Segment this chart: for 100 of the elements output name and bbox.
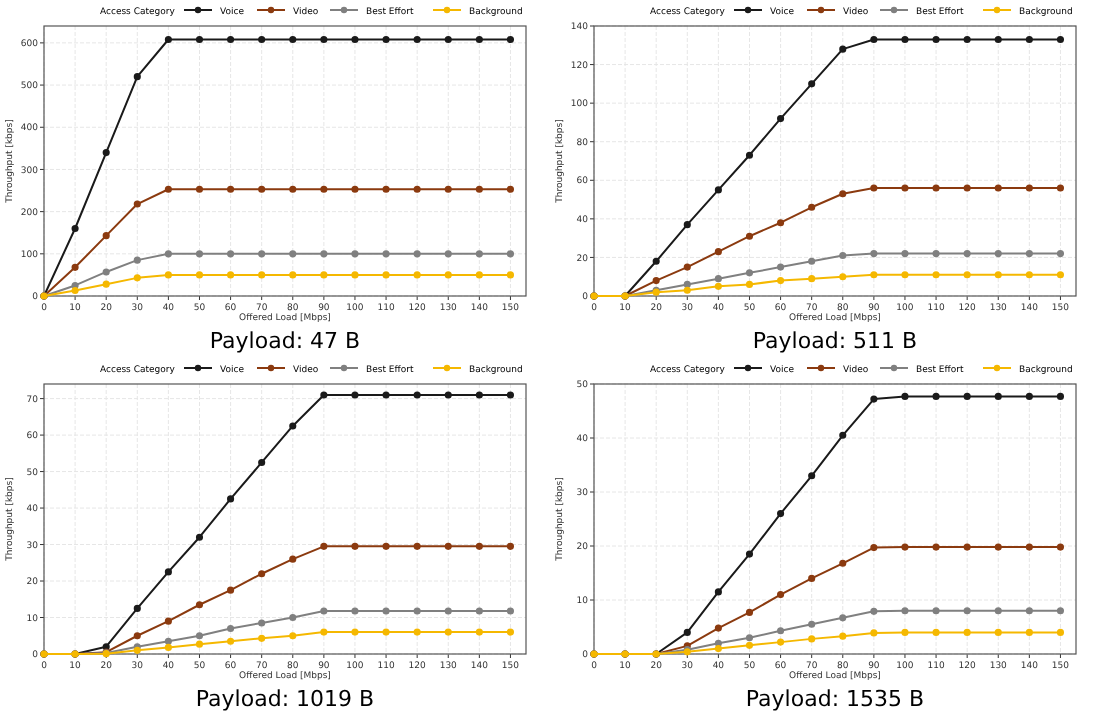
point: [777, 115, 785, 123]
point: [258, 458, 266, 467]
point: [870, 271, 878, 279]
point: [444, 628, 452, 636]
point: [963, 250, 971, 258]
point: [195, 250, 204, 258]
point: [164, 250, 172, 258]
point: [839, 190, 847, 198]
point: [195, 601, 204, 609]
point: [714, 275, 722, 283]
point: [901, 607, 909, 615]
point: [320, 607, 328, 615]
point: [839, 273, 847, 281]
point: [1056, 250, 1065, 258]
point: [714, 186, 722, 194]
point: [164, 568, 172, 576]
point: [994, 543, 1002, 551]
point: [382, 628, 390, 636]
point: [808, 257, 816, 265]
point: [195, 35, 204, 44]
point: [1056, 628, 1065, 636]
point: [839, 431, 847, 439]
point: [777, 591, 785, 599]
point: [195, 640, 204, 648]
point: [413, 391, 421, 399]
point: [963, 35, 971, 44]
point: [1056, 35, 1065, 44]
point: [839, 251, 847, 260]
point: [506, 185, 515, 193]
point: [652, 277, 660, 285]
point: [133, 604, 141, 612]
point: [258, 570, 266, 578]
point: [714, 248, 722, 256]
point: [870, 629, 878, 637]
point: [320, 271, 328, 279]
point: [133, 632, 141, 640]
point: [227, 35, 235, 44]
point: [932, 543, 940, 551]
point: [506, 250, 515, 258]
point: [227, 271, 235, 279]
point: [444, 391, 452, 399]
point: [777, 627, 785, 635]
point: [1025, 271, 1033, 279]
point: [963, 184, 971, 192]
point: [932, 607, 940, 615]
point: [870, 250, 878, 258]
point: [413, 542, 421, 550]
point: [808, 80, 816, 88]
point: [745, 269, 754, 277]
point: [413, 607, 421, 615]
point: [777, 510, 785, 518]
point: [683, 280, 691, 288]
point: [320, 250, 328, 258]
point: [227, 637, 235, 645]
point: [994, 184, 1002, 192]
point: [195, 271, 204, 279]
point: [714, 645, 722, 653]
point: [994, 392, 1002, 400]
point: [258, 271, 266, 279]
point: [289, 250, 297, 258]
text: Payload: 511 B: [752, 328, 918, 354]
point: [102, 232, 110, 240]
point: [320, 542, 328, 550]
point: [870, 35, 878, 44]
point: [506, 607, 515, 615]
point: [901, 35, 909, 44]
point: [133, 274, 141, 282]
point: [351, 628, 359, 636]
point: [506, 35, 515, 44]
point: [994, 250, 1002, 258]
point: [839, 559, 847, 567]
point: [506, 542, 515, 550]
point: [164, 271, 172, 279]
point: [289, 555, 297, 563]
point: [932, 271, 940, 279]
point: [444, 185, 452, 193]
point: [901, 250, 909, 258]
point: [506, 391, 515, 399]
point: [777, 277, 785, 285]
point: [745, 232, 754, 240]
point: [994, 35, 1002, 44]
point: [289, 35, 297, 44]
point: [475, 35, 483, 44]
point: [475, 542, 483, 550]
point: [164, 617, 172, 625]
point: [289, 613, 297, 622]
point: [320, 391, 328, 399]
point: [839, 45, 847, 53]
point: [901, 392, 909, 400]
point: [475, 607, 483, 615]
point: [777, 219, 785, 227]
point: [289, 185, 297, 193]
point: [382, 185, 390, 193]
point: [745, 550, 754, 558]
point: [870, 184, 878, 192]
point: [258, 250, 266, 258]
point: [382, 271, 390, 279]
point: [808, 275, 816, 283]
point: [714, 588, 722, 596]
point: [1025, 628, 1033, 636]
